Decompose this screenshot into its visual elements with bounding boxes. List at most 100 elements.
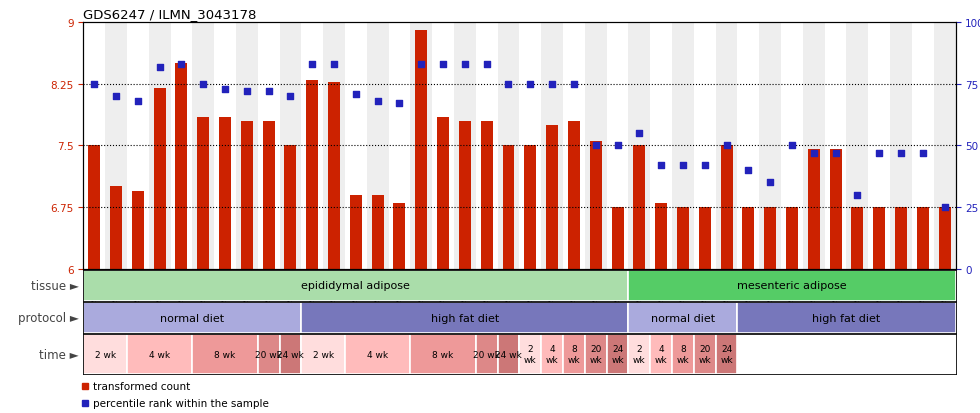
Bar: [524, 146, 536, 269]
Text: mesenteric adipose: mesenteric adipose: [737, 280, 847, 291]
Bar: [519, 335, 541, 374]
Point: [218, 86, 233, 93]
Point: [108, 94, 123, 100]
Bar: [546, 126, 558, 269]
Bar: [830, 150, 842, 269]
Point: [697, 162, 712, 169]
Point: [282, 94, 298, 100]
Bar: [672, 335, 694, 374]
Bar: [628, 270, 956, 301]
Text: 4 wk: 4 wk: [368, 350, 388, 358]
Text: 20 wk: 20 wk: [473, 350, 500, 358]
Bar: [628, 302, 738, 333]
Bar: [656, 203, 667, 269]
Bar: [437, 117, 449, 269]
Point: [937, 204, 953, 211]
Bar: [302, 335, 345, 374]
Bar: [302, 302, 628, 333]
Point: [784, 143, 800, 150]
Bar: [498, 335, 519, 374]
Bar: [628, 23, 651, 269]
Point: [369, 98, 385, 105]
Bar: [307, 81, 318, 269]
Point: [675, 162, 691, 169]
Point: [261, 89, 276, 95]
Bar: [541, 335, 563, 374]
Bar: [917, 207, 929, 269]
Bar: [786, 207, 798, 269]
Bar: [873, 207, 885, 269]
Point: [348, 91, 364, 98]
Text: 20 wk: 20 wk: [255, 350, 282, 358]
Point: [631, 131, 647, 137]
Text: percentile rank within the sample: percentile rank within the sample: [93, 398, 269, 408]
Text: 20
wk: 20 wk: [699, 344, 711, 364]
Bar: [279, 23, 302, 269]
Bar: [416, 31, 427, 269]
Point: [588, 143, 604, 150]
Bar: [585, 335, 607, 374]
Point: [305, 62, 320, 68]
Point: [435, 62, 451, 68]
Text: 8 wk: 8 wk: [432, 350, 454, 358]
Text: 8 wk: 8 wk: [215, 350, 235, 358]
Bar: [628, 335, 651, 374]
Bar: [715, 23, 737, 269]
Bar: [568, 121, 580, 269]
Bar: [328, 83, 340, 269]
Bar: [459, 121, 470, 269]
Text: 4
wk: 4 wk: [546, 344, 559, 364]
Bar: [607, 335, 628, 374]
Bar: [720, 146, 732, 269]
Bar: [503, 146, 514, 269]
Bar: [847, 23, 868, 269]
Bar: [481, 121, 493, 269]
Point: [86, 81, 102, 88]
Point: [501, 81, 516, 88]
Point: [566, 81, 582, 88]
Bar: [764, 207, 776, 269]
Bar: [175, 64, 187, 269]
Bar: [132, 191, 144, 269]
Point: [828, 150, 844, 157]
Point: [741, 167, 757, 174]
Bar: [220, 117, 231, 269]
Point: [654, 162, 669, 169]
Bar: [454, 23, 476, 269]
Point: [522, 81, 538, 88]
Bar: [192, 335, 258, 374]
Bar: [612, 207, 623, 269]
Text: time ►: time ►: [39, 348, 79, 361]
Point: [414, 62, 429, 68]
Point: [762, 180, 778, 186]
Bar: [350, 195, 362, 269]
Bar: [236, 23, 258, 269]
Bar: [590, 142, 602, 269]
Bar: [284, 146, 296, 269]
Point: [457, 62, 472, 68]
Bar: [83, 270, 628, 301]
Text: 4 wk: 4 wk: [149, 350, 171, 358]
Bar: [737, 302, 956, 333]
Point: [871, 150, 887, 157]
Text: 2 wk: 2 wk: [94, 350, 116, 358]
Bar: [263, 121, 274, 269]
Text: 8
wk: 8 wk: [567, 344, 580, 364]
Text: transformed count: transformed count: [93, 381, 190, 391]
Point: [718, 143, 734, 150]
Point: [152, 64, 168, 71]
Bar: [83, 302, 302, 333]
Bar: [939, 207, 951, 269]
Text: normal diet: normal diet: [161, 313, 224, 323]
Bar: [585, 23, 607, 269]
Bar: [672, 23, 694, 269]
Point: [893, 150, 908, 157]
Bar: [127, 335, 192, 374]
Point: [544, 81, 560, 88]
Text: high fat diet: high fat diet: [431, 313, 499, 323]
Bar: [895, 207, 906, 269]
Bar: [345, 335, 411, 374]
Text: 24 wk: 24 wk: [277, 350, 304, 358]
Point: [130, 98, 146, 105]
Bar: [541, 23, 563, 269]
